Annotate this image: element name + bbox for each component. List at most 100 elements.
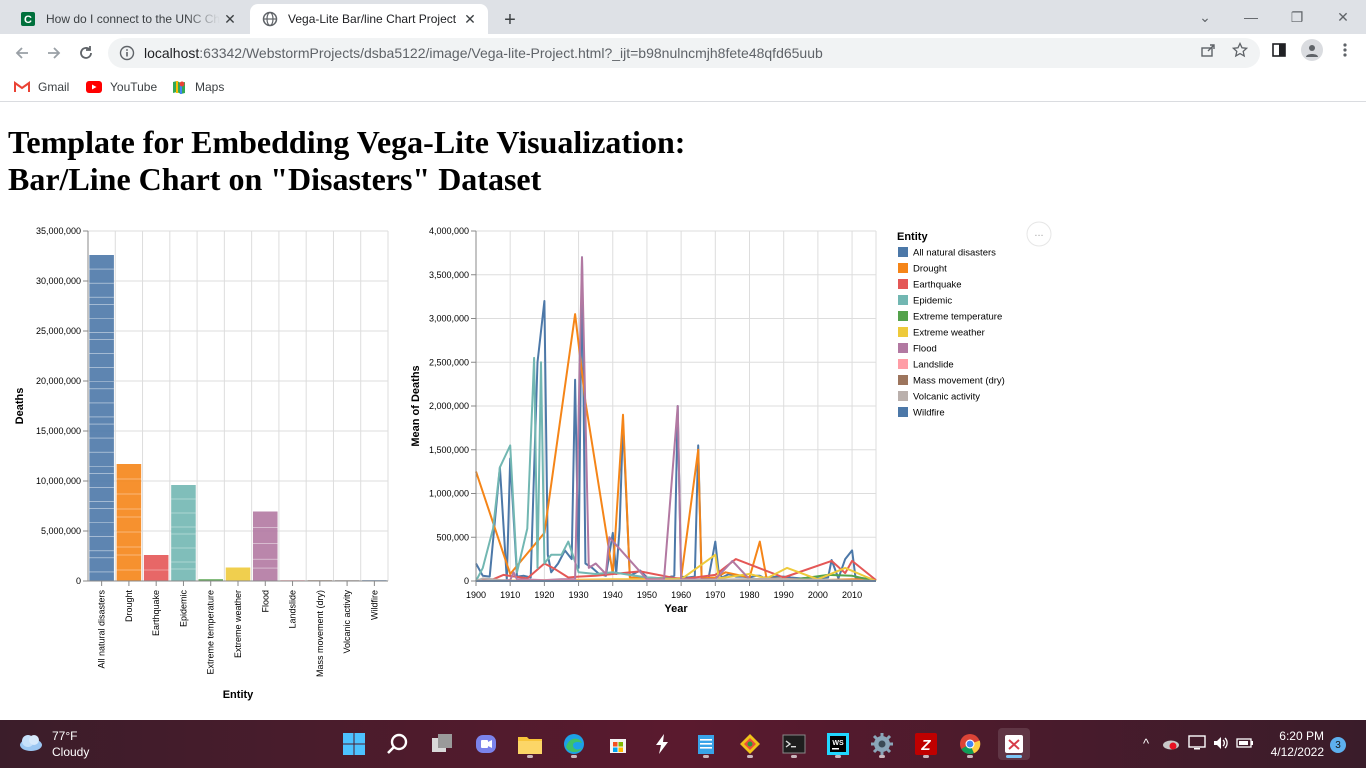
legend-swatch <box>898 327 908 337</box>
file-explorer-icon[interactable] <box>514 728 546 760</box>
vega-chart: 0 5,000,000 10,000,000 15,000,000 20,000,000… <box>14 221 1052 701</box>
y-tick-label: 25,000,000 <box>36 326 81 336</box>
bookmark-gmail[interactable]: Gmail <box>14 77 69 97</box>
x-tick-label: Extreme temperature <box>206 590 216 675</box>
page-title-line-2: Bar/Line Chart on "Disasters" Dataset <box>8 161 542 197</box>
y-tick-label: 1,500,000 <box>429 445 469 455</box>
terminal-icon[interactable] <box>778 728 810 760</box>
sourcetree-icon[interactable] <box>734 728 766 760</box>
edge-browser-icon[interactable] <box>558 728 590 760</box>
weather-widget[interactable]: 77°F Cloudy <box>18 728 89 760</box>
snipping-tool-icon[interactable] <box>998 728 1030 760</box>
y-tick-label: 5,000,000 <box>41 526 81 536</box>
legend-label: Flood <box>913 344 937 355</box>
y-tick-label: 2,500,000 <box>429 357 469 367</box>
actions-menu-label: ... <box>1034 227 1043 239</box>
new-tab-button[interactable]: + <box>504 8 516 31</box>
bookmark-star-icon[interactable] <box>1231 41 1249 59</box>
teams-chat-icon[interactable] <box>470 728 502 760</box>
clock-time: 6:20 PM <box>1279 729 1324 743</box>
profile-avatar[interactable] <box>1301 39 1323 61</box>
bookmark-label: Maps <box>195 80 225 94</box>
legend-label: Extreme weather <box>913 328 985 339</box>
close-window-button[interactable]: ✕ <box>1337 8 1349 25</box>
forward-arrow-icon[interactable] <box>42 41 66 65</box>
legend-swatch <box>898 407 908 417</box>
battery-icon[interactable] <box>1234 732 1256 754</box>
show-hidden-icons-icon[interactable]: ^ <box>1142 735 1150 751</box>
bar <box>198 579 223 581</box>
bar <box>89 255 114 581</box>
legend-label: Volcanic activity <box>913 392 980 403</box>
y-tick-label: 30,000,000 <box>36 276 81 286</box>
volume-icon[interactable] <box>1210 732 1232 754</box>
legend-swatch <box>898 263 908 273</box>
x-tick-label: Extreme weather <box>233 590 243 658</box>
legend-label: Extreme temperature <box>913 312 1002 323</box>
x-tick-label: 2010 <box>842 590 862 600</box>
back-arrow-icon[interactable] <box>10 41 34 65</box>
y-tick-label: 10,000,000 <box>36 476 81 486</box>
share-icon[interactable] <box>1199 41 1217 59</box>
y-tick-label: 2,000,000 <box>429 401 469 411</box>
minimize-button[interactable]: — <box>1244 9 1258 25</box>
microsoft-store-icon[interactable] <box>602 728 634 760</box>
site-info-icon[interactable] <box>118 44 136 62</box>
actions-menu-button[interactable]: ... <box>1026 221 1052 247</box>
address-bar[interactable]: localhost:63342/WebstormProjects/dsba512… <box>108 38 1260 68</box>
bookmark-youtube[interactable]: YouTube <box>86 77 157 97</box>
search-icon[interactable] <box>382 728 414 760</box>
reload-icon[interactable] <box>74 41 98 65</box>
webstorm-icon[interactable]: WS <box>822 728 854 760</box>
cloud-icon <box>18 732 44 757</box>
more-menu-icon[interactable] <box>1336 41 1354 59</box>
x-tick-label: Wildfire <box>369 590 379 620</box>
page-title-line-1: Template for Embedding Vega-Lite Visuali… <box>8 124 686 160</box>
settings-gear-icon[interactable] <box>866 728 898 760</box>
unc-favicon-icon: C <box>20 11 36 27</box>
x-tick-label: 1910 <box>500 590 520 600</box>
start-windows-icon[interactable] <box>338 728 370 760</box>
bar <box>225 567 251 581</box>
tab-search-icon[interactable]: ⌄ <box>1199 8 1211 25</box>
y-tick-label: 3,500,000 <box>429 270 469 280</box>
page-content: Template for Embedding Vega-Lite Visuali… <box>0 103 1366 720</box>
tab-unc[interactable]: C How do I connect to the UNC Charlotte … <box>8 4 248 34</box>
legend-swatch <box>898 343 908 353</box>
bar <box>253 511 278 581</box>
legend-title: Entity <box>897 231 928 243</box>
tab-title: Vega-Lite Bar/line Chart Project <box>288 12 457 26</box>
side-panel-icon[interactable] <box>1270 41 1288 59</box>
onedrive-icon[interactable] <box>1160 732 1182 754</box>
y-tick-label: 1,000,000 <box>429 489 469 499</box>
x-tick-label: Mass movement (dry) <box>315 590 325 677</box>
y-tick-label: 500,000 <box>436 532 469 542</box>
line-chart: 0 500,000 1,000,000 1,500,000 2,000,000 2,500… <box>410 226 877 615</box>
restore-button[interactable]: ❐ <box>1290 8 1304 25</box>
youtube-icon <box>86 79 102 95</box>
legend-label: Mass movement (dry) <box>913 376 1005 387</box>
x-tick-label: Flood <box>260 590 270 613</box>
legend-label: Wildfire <box>913 408 945 419</box>
bookmark-maps[interactable]: Maps <box>171 77 224 97</box>
clock-date: 4/12/2022 <box>1270 745 1324 759</box>
close-icon[interactable]: ✕ <box>224 10 236 27</box>
display-icon[interactable] <box>1186 732 1208 754</box>
filezilla-icon[interactable]: Z <box>910 728 942 760</box>
y-tick-label: 35,000,000 <box>36 226 81 236</box>
notification-badge[interactable]: 3 <box>1330 737 1346 753</box>
tab-vega[interactable]: Vega-Lite Bar/line Chart Project ✕ <box>250 4 488 34</box>
svg-text:C: C <box>24 14 32 26</box>
taskbar-clock[interactable]: 6:20 PM 4/12/2022 <box>1262 728 1324 760</box>
svg-text:WS: WS <box>832 740 844 747</box>
chrome-icon[interactable] <box>954 728 986 760</box>
x-tick-label: Epidemic <box>178 590 188 628</box>
task-view-icon[interactable] <box>426 728 458 760</box>
notepad-icon[interactable] <box>690 728 722 760</box>
x-tick-label: 1970 <box>705 590 725 600</box>
close-icon[interactable]: ✕ <box>464 10 476 27</box>
lightning-app-icon[interactable] <box>646 728 678 760</box>
y-tick-label: 3,000,000 <box>429 314 469 324</box>
x-axis-title: Year <box>664 603 688 615</box>
legend-swatch <box>898 279 908 289</box>
